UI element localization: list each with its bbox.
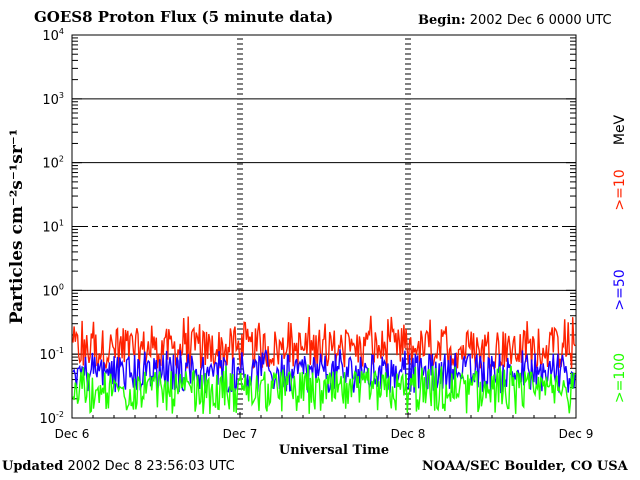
y-tick-label: 101 — [42, 219, 64, 236]
y-tick-label: 10-2 — [39, 410, 64, 427]
begin-value: 2002 Dec 6 0000 UTC — [469, 13, 612, 28]
legend-entry: >=100 — [612, 353, 628, 403]
updated-label: Updated — [2, 459, 64, 474]
updated-time: Updated 2002 Dec 8 23:56:03 UTC — [2, 459, 235, 474]
series-line-ge100 — [72, 364, 576, 415]
y-axis-label: Particles cm⁻²s⁻¹sr⁻¹ — [7, 129, 27, 324]
y-tick-label: 103 — [42, 91, 64, 108]
series-line-ge50 — [72, 349, 576, 394]
begin-label: Begin: — [418, 13, 466, 28]
updated-value: 2002 Dec 8 23:56:03 UTC — [67, 459, 235, 474]
x-tick-label: Dec 6 — [55, 427, 90, 441]
x-tick-label: Dec 7 — [223, 427, 258, 441]
credit-line: NOAA/SEC Boulder, CO USA — [422, 459, 628, 474]
chart-title: GOES8 Proton Flux (5 minute data) — [34, 8, 334, 26]
y-tick-label: 10-1 — [39, 346, 64, 363]
legend-entry: >=10 — [612, 169, 628, 210]
legend-entry: >=50 — [612, 269, 628, 310]
y-tick-label: 104 — [42, 27, 64, 44]
legend-unit-label: MeV — [612, 114, 628, 145]
begin-time: Begin: 2002 Dec 6 0000 UTC — [418, 13, 612, 28]
y-tick-label: 100 — [42, 282, 64, 299]
y-tick-label: 102 — [42, 155, 64, 172]
x-axis-label: Universal Time — [279, 443, 389, 458]
x-tick-label: Dec 8 — [391, 427, 426, 441]
x-tick-label: Dec 9 — [559, 427, 594, 441]
